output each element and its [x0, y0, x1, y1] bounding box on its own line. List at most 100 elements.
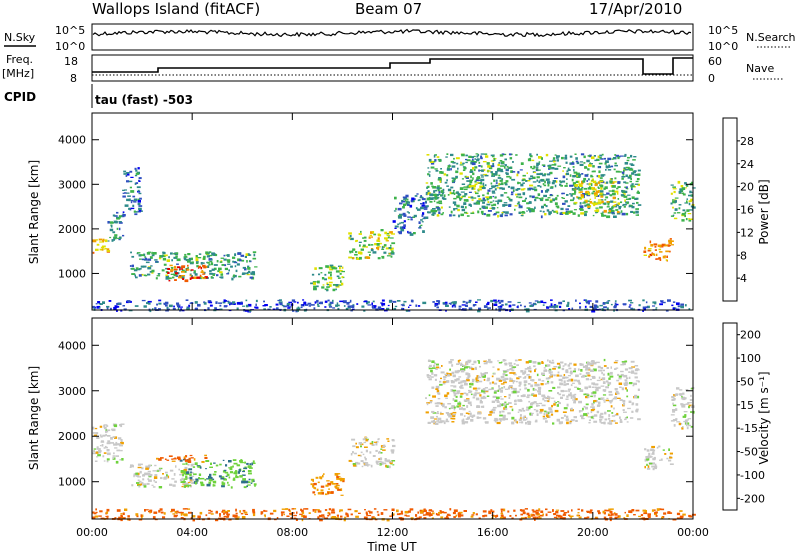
echo-cell [480, 210, 484, 214]
echo-cell [371, 244, 374, 246]
echo-cell [171, 478, 175, 480]
echo-cell [480, 178, 485, 182]
echo-cell [365, 256, 369, 259]
echo-cell [98, 515, 102, 517]
echo-cell [635, 380, 639, 382]
echo-cell [192, 466, 196, 468]
echo-cell [93, 448, 97, 450]
cpid-label: CPID [4, 90, 36, 104]
echo-cell [517, 411, 520, 413]
echo-cell [250, 482, 253, 484]
echo-cell [555, 157, 559, 159]
echo-cell [138, 274, 142, 277]
echo-cell [593, 187, 595, 190]
echo-cell [604, 182, 607, 184]
echo-cell [464, 193, 468, 196]
echo-cell [498, 162, 501, 164]
echo-cell [232, 301, 236, 304]
echo-cell [610, 371, 613, 375]
echo-cell [118, 221, 122, 223]
echo-cell [567, 210, 571, 213]
echo-cell [611, 412, 614, 414]
echo-cell [440, 411, 442, 414]
echo-cell [588, 205, 592, 208]
echo-cell [480, 157, 483, 160]
echo-cell [618, 207, 621, 210]
power-heatmap [92, 153, 696, 313]
echo-cell [138, 192, 142, 195]
echo-cell [381, 461, 384, 464]
echo-cell [586, 394, 590, 396]
echo-cell [158, 299, 162, 302]
echo-cell [369, 234, 373, 237]
echo-cell [277, 299, 281, 302]
echo-cell [181, 511, 184, 514]
echo-cell [475, 301, 478, 303]
echo-cell [463, 364, 466, 367]
echo-cell [435, 405, 439, 407]
echo-cell [621, 171, 625, 174]
echo-cell [474, 180, 477, 183]
echo-cell [605, 399, 609, 402]
echo-cell [236, 263, 240, 266]
echo-cell [301, 518, 304, 522]
echo-cell [254, 484, 256, 487]
echo-cell [486, 379, 490, 382]
echo-cell [116, 302, 119, 305]
echo-cell [104, 445, 107, 448]
echo-cell [625, 212, 629, 216]
echo-cell [379, 242, 382, 245]
echo-cell [533, 165, 536, 169]
echo-cell [264, 515, 266, 518]
echo-cell [587, 395, 590, 398]
echo-cell [592, 391, 597, 394]
echo-cell [377, 306, 382, 309]
echo-cell [169, 264, 173, 267]
echo-cell [536, 404, 539, 407]
echo-cell [515, 154, 518, 156]
echo-cell [339, 510, 341, 513]
echo-cell [463, 415, 466, 417]
echo-cell [617, 181, 621, 184]
echo-cell [245, 253, 249, 256]
echo-cell [579, 363, 584, 366]
echo-cell [682, 193, 686, 196]
echo-cell [382, 246, 385, 248]
echo-cell [168, 455, 173, 457]
echo-cell [521, 179, 524, 182]
echo-cell [607, 300, 611, 302]
y-tick-label: 1000 [58, 476, 86, 489]
echo-cell [434, 210, 437, 212]
echo-cell [522, 377, 527, 379]
echo-cell [522, 419, 527, 421]
echo-cell [607, 384, 610, 386]
echo-cell [570, 419, 575, 422]
echo-cell [443, 422, 446, 425]
echo-cell [299, 513, 303, 516]
echo-cell [313, 307, 316, 310]
echo-cell [476, 182, 480, 184]
echo-cell [571, 307, 574, 310]
echo-cell [451, 371, 455, 375]
echo-cell [326, 480, 330, 482]
echo-cell [478, 182, 482, 184]
echo-cell [98, 307, 101, 309]
echo-cell [536, 516, 539, 519]
echo-cell [371, 236, 373, 239]
echo-cell [520, 513, 523, 516]
echo-cell [608, 209, 611, 213]
echo-cell [319, 301, 323, 305]
echo-cell [403, 224, 406, 227]
echo-cell [538, 508, 541, 511]
echo-cell [614, 300, 617, 302]
echo-cell [461, 304, 466, 306]
echo-cell [539, 179, 544, 181]
y-tick-label: 3000 [58, 178, 86, 191]
echo-cell [219, 463, 222, 466]
echo-cell [461, 407, 463, 410]
echo-cell [242, 470, 245, 473]
echo-cell [469, 180, 473, 184]
echo-cell [208, 478, 212, 482]
echo-cell [307, 302, 312, 305]
echo-cell [604, 199, 607, 201]
